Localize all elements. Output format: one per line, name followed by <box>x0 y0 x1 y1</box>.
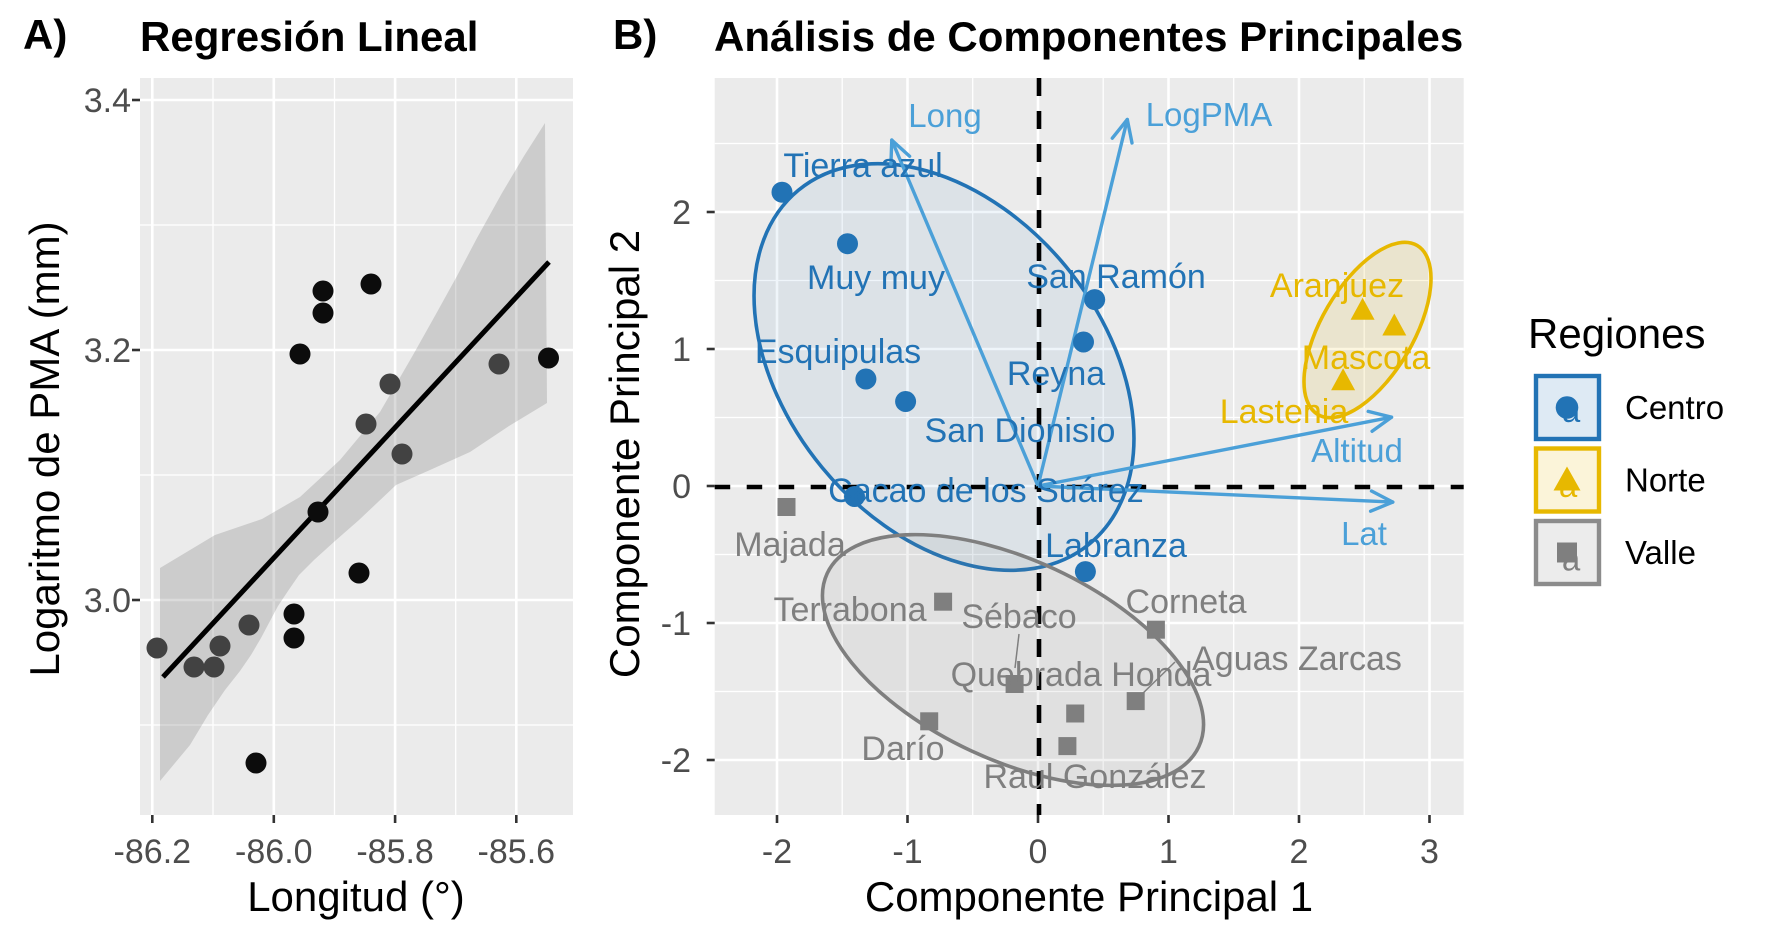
svg-text:1: 1 <box>672 331 691 369</box>
svg-text:3: 3 <box>1420 833 1439 871</box>
svg-text:-86.2: -86.2 <box>114 833 192 871</box>
svg-text:-85.8: -85.8 <box>356 833 434 871</box>
svg-text:Aranjuez: Aranjuez <box>1270 267 1404 305</box>
svg-text:0: 0 <box>672 468 691 506</box>
svg-text:Valle: Valle <box>1625 534 1696 571</box>
svg-text:Cacao de los Suárez: Cacao de los Suárez <box>828 472 1144 510</box>
svg-text:Aguas Zarcas: Aguas Zarcas <box>1192 640 1402 678</box>
svg-text:-1: -1 <box>892 833 922 871</box>
svg-text:Centro: Centro <box>1625 389 1724 426</box>
svg-text:3.4: 3.4 <box>84 82 131 120</box>
svg-text:Darío: Darío <box>861 730 944 768</box>
svg-text:2: 2 <box>1290 833 1309 871</box>
svg-text:-2: -2 <box>762 833 792 871</box>
svg-text:Longitud (°): Longitud (°) <box>247 873 465 920</box>
svg-text:3.0: 3.0 <box>84 582 131 620</box>
svg-text:Regresión Lineal: Regresión Lineal <box>140 13 478 60</box>
svg-text:Labranza: Labranza <box>1045 527 1187 565</box>
svg-text:Norte: Norte <box>1625 462 1706 499</box>
svg-text:Altitud: Altitud <box>1311 432 1403 469</box>
svg-text:Reyna: Reyna <box>1007 355 1105 393</box>
svg-text:Raul González: Raul González <box>983 758 1206 796</box>
svg-text:Análisis de Componentes Princi: Análisis de Componentes Principales <box>714 13 1463 60</box>
svg-text:Majada: Majada <box>734 526 846 564</box>
svg-text:Sébaco: Sébaco <box>961 598 1076 636</box>
svg-text:A): A) <box>23 11 67 58</box>
svg-text:Terrabona: Terrabona <box>773 591 926 629</box>
svg-text:Tierra azul: Tierra azul <box>783 147 942 185</box>
svg-text:Muy muy: Muy muy <box>807 259 945 297</box>
svg-text:Componente Principal 2: Componente Principal 2 <box>601 230 648 678</box>
svg-text:Regiones: Regiones <box>1528 310 1705 357</box>
svg-text:Mascota: Mascota <box>1302 339 1431 377</box>
svg-text:1: 1 <box>1159 833 1178 871</box>
svg-text:Componente Principal 1: Componente Principal 1 <box>865 873 1313 920</box>
svg-text:Lat: Lat <box>1341 515 1387 552</box>
svg-text:B): B) <box>613 11 657 58</box>
svg-text:0: 0 <box>1029 833 1048 871</box>
svg-text:2: 2 <box>672 194 691 232</box>
svg-text:-86.0: -86.0 <box>235 833 313 871</box>
svg-text:Lastenia: Lastenia <box>1220 393 1349 431</box>
svg-text:-85.6: -85.6 <box>478 833 556 871</box>
svg-text:-2: -2 <box>661 742 691 780</box>
svg-text:Esquipulas: Esquipulas <box>755 333 921 371</box>
svg-text:Quebrada Honda: Quebrada Honda <box>951 656 1212 694</box>
svg-text:-1: -1 <box>661 605 691 643</box>
svg-text:San Ramón: San Ramón <box>1026 258 1206 296</box>
svg-text:Logaritmo de PMA (mm): Logaritmo de PMA (mm) <box>21 221 68 676</box>
svg-text:3.2: 3.2 <box>84 332 131 370</box>
svg-text:San Dionisio: San Dionisio <box>925 412 1116 450</box>
svg-text:Long: Long <box>908 97 981 134</box>
svg-text:LogPMA: LogPMA <box>1146 96 1273 133</box>
svg-text:Corneta: Corneta <box>1126 583 1247 621</box>
